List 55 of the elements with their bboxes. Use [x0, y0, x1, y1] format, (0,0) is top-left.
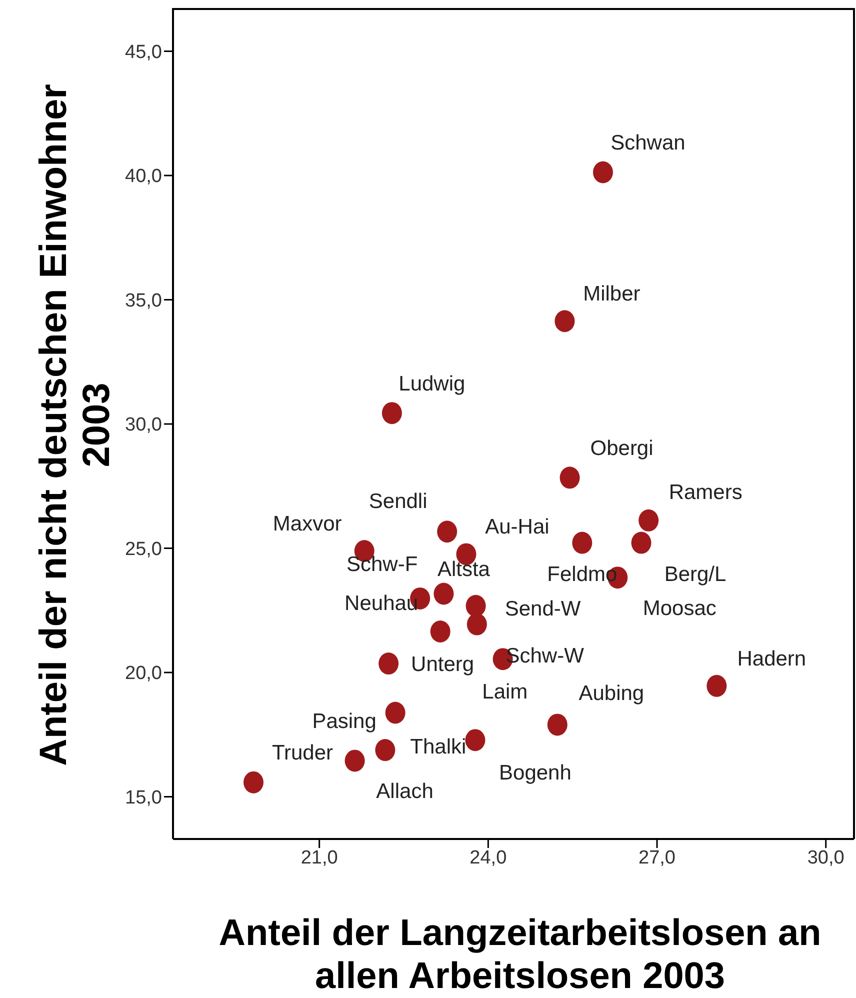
y-tick-label: 25,0 [125, 538, 162, 560]
annotation: Ludwig [398, 372, 466, 396]
point [378, 652, 399, 675]
point [554, 310, 575, 332]
point [382, 402, 402, 424]
x-tick-label: 30,0 [807, 847, 844, 868]
annotation: Hadern [737, 647, 806, 670]
annotation: Schwan [610, 132, 686, 155]
annotation: Send-W [504, 597, 581, 620]
point [465, 729, 486, 752]
point [592, 161, 613, 184]
point [466, 594, 486, 617]
y-tick-label: 30,0 [125, 414, 162, 436]
y-tick-label: 45,0 [125, 42, 162, 63]
annotation: Maxvor [272, 512, 342, 536]
annotation: Unterg [411, 652, 474, 676]
annotation: Laim [482, 680, 528, 704]
y-tick-label: 40,0 [125, 166, 162, 188]
point [437, 520, 458, 543]
annotation: Pasing [312, 710, 376, 734]
x-tick-label: 24,0 [470, 847, 507, 868]
annotation: Thalki [410, 735, 466, 758]
y-tick-label: 35,0 [125, 290, 162, 312]
y-tick-label: 15,0 [125, 788, 162, 808]
annotation: Obergi [590, 437, 654, 460]
point [344, 750, 365, 772]
annotation: Berg/L [664, 563, 726, 586]
point [560, 466, 580, 489]
point [572, 532, 592, 554]
annotation: Au-Hai [485, 516, 550, 539]
annotation: Bogenh [499, 761, 572, 784]
y-axis-title: Anteil der nicht deutschen Einwohner 2003 [33, 84, 118, 766]
annotation: Allach [376, 780, 434, 804]
annotation: Ramers [668, 480, 742, 504]
y-tick-label: 20,0 [125, 663, 162, 684]
annotation: Truder [272, 742, 334, 765]
annotation: Moosac [642, 596, 716, 620]
annotation: Milber [583, 282, 640, 306]
point [466, 613, 487, 636]
point [638, 509, 659, 532]
x-tick-label: 21,0 [300, 847, 338, 868]
point [706, 674, 727, 697]
point [547, 714, 568, 736]
point [243, 771, 264, 794]
annotation: Altsta [437, 558, 490, 582]
x-axis-title: Anteil der Langzeitarbeitslosen an allen Arbeitslosen 2003 [218, 912, 822, 996]
point [631, 532, 652, 554]
annotation: Aubing [578, 682, 644, 706]
point [385, 702, 406, 724]
point [430, 620, 450, 642]
x-tick-label: 27,0 [638, 847, 676, 868]
annotation: Schw-F [346, 552, 418, 576]
point [434, 582, 454, 605]
point [375, 739, 396, 762]
annotation: Sendli [368, 490, 428, 513]
